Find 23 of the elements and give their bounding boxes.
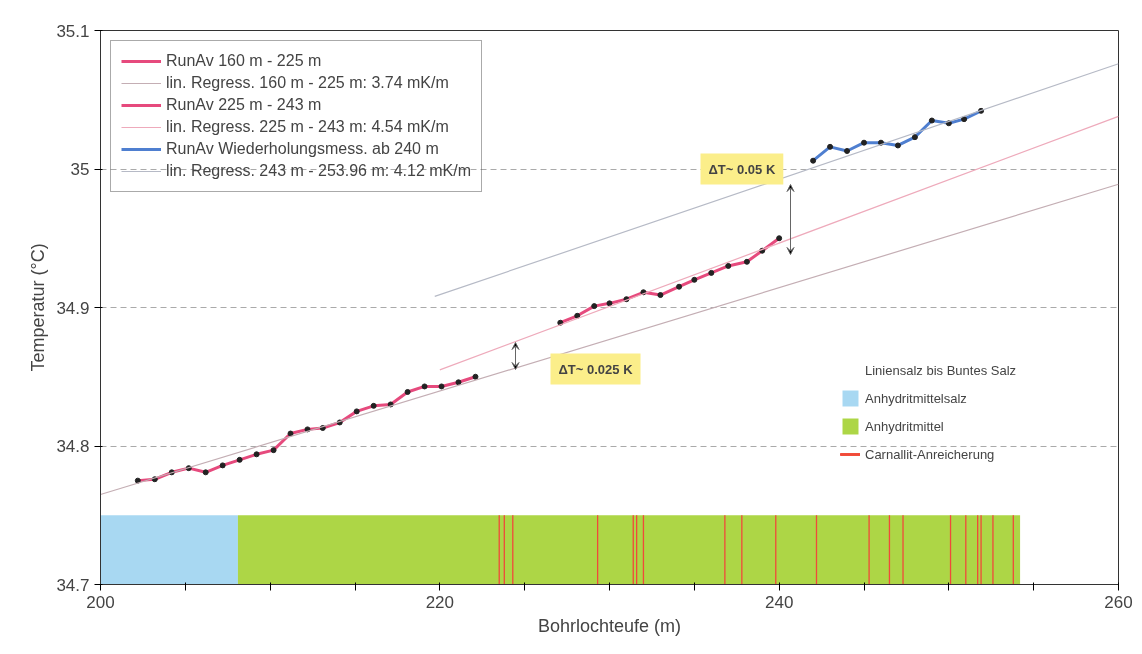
legend-label: RunAv Wiederholungsmess. ab 240 m: [166, 140, 439, 158]
x-tick-label: 260: [1104, 592, 1133, 612]
legend-label: lin. Regress. 243 m - 253.96 m: 4.12 mK/m: [166, 162, 472, 180]
y-tick-label: 35: [70, 160, 90, 179]
annotation: ΔT~ 0.025 K: [558, 361, 634, 377]
y-tick-label: 35.1: [56, 21, 90, 41]
legend-label: lin. Regress. 225 m - 243 m: 4.54 mK/m: [166, 118, 449, 136]
annotation: Liniensalz bis Buntes Salz: [865, 362, 1017, 378]
x-tick-label: 240: [764, 592, 794, 612]
legend-label: RunAv 160 m - 225 m: [166, 52, 322, 70]
y-axis-title: Temperatur (°C): [28, 243, 49, 372]
legend-label: lin. Regress. 160 m - 225 m: 3.74 mK/m: [166, 74, 449, 92]
x-tick-label: 220: [425, 592, 455, 612]
y-tick-label: 34.8: [56, 437, 90, 456]
annotation: ΔT~ 0.05 K: [708, 161, 776, 177]
legend-label: Anhydritmittel: [865, 418, 944, 434]
legend-label: RunAv 225 m - 243 m: [166, 96, 322, 114]
y-tick-label: 34.7: [56, 575, 90, 595]
x-tick-label: 200: [86, 592, 115, 612]
legend-label: Anhydritmittelsalz: [865, 390, 967, 406]
x-axis-title: Bohrlochteufe (m): [537, 615, 682, 636]
legend-label: Carnallit-Anreicherung: [865, 446, 995, 462]
y-tick-label: 34.9: [56, 298, 90, 318]
